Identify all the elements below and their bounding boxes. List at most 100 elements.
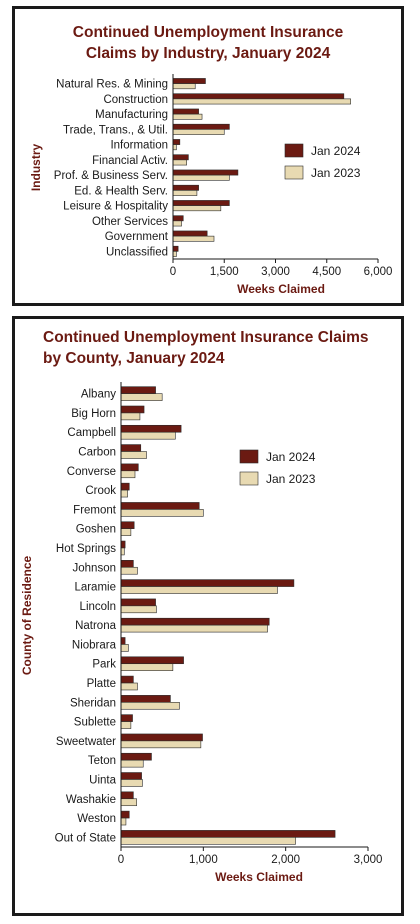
bar-laramie-jan-2023 (120, 586, 278, 594)
bar-johnson-jan-2024 (120, 560, 134, 568)
bar-ed-health-serv-jan-2024 (172, 184, 199, 191)
category-label: Natrona (75, 620, 117, 632)
bar-carbon-jan-2024 (120, 444, 142, 452)
category-label: Carbon (78, 447, 116, 459)
bar-unclassified-jan-2024 (172, 245, 179, 252)
category-label: Converse (67, 466, 116, 478)
bar-other-services-jan-2023 (172, 220, 182, 227)
category-label: Sublette (74, 717, 116, 729)
bar-prof-business-serv-jan-2024 (172, 169, 239, 176)
legend-label-jan-2023: Jan 2023 (266, 472, 316, 486)
industry-bar-chart: Natural Res. & Mining Construction Manufac… (29, 74, 393, 296)
bar-big-horn-jan-2023 (120, 412, 141, 421)
industry-chart-title: Continued Unemployment Insurance Claims … (15, 22, 401, 64)
bar-trade-trans-util-jan-2023 (172, 129, 225, 135)
category-label: Out of State (55, 832, 116, 844)
bar-natural-res-mining-jan-2024 (172, 78, 206, 84)
bar-lincoln-jan-2023 (120, 605, 157, 614)
bar-teton-jan-2023 (120, 759, 144, 768)
bar-information-jan-2024 (172, 139, 181, 145)
bar-johnson-jan-2023 (120, 566, 138, 575)
bar-goshen-jan-2024 (120, 521, 135, 529)
category-label: Hot Springs (56, 543, 116, 555)
bar-campbell-jan-2024 (120, 424, 182, 433)
category-label: Financial Activ. (92, 155, 168, 167)
bar-out-of-state-jan-2024 (120, 830, 336, 838)
bar-sweetwater-jan-2023 (120, 740, 202, 749)
industry-title-line-1: Continued Unemployment Insurance (72, 24, 344, 41)
category-label: Laramie (74, 582, 116, 594)
category-label: Trade, Trans., & Util. (63, 124, 168, 136)
category-label: Government (105, 231, 169, 243)
county-title-line-1: Continued Unemployment Insurance Claims (43, 329, 369, 346)
category-label: Platte (87, 678, 116, 690)
bar-goshen-jan-2023 (120, 528, 132, 536)
bar-uinta-jan-2024 (120, 772, 142, 780)
bar-sheridan-jan-2024 (120, 695, 171, 703)
bar-unclassified-jan-2023 (172, 251, 177, 257)
bar-fremont-jan-2024 (120, 502, 200, 510)
bar-lincoln-jan-2024 (120, 598, 156, 607)
bar-weston-jan-2023 (120, 817, 127, 826)
bar-park-jan-2023 (120, 663, 174, 671)
bar-teton-jan-2024 (120, 752, 152, 761)
county-bar-chart: Albany Big Horn Campbell Carbon Converse Croo… (20, 382, 383, 884)
bar-government-jan-2024 (172, 230, 208, 237)
bar-financial-activ-jan-2023 (172, 159, 187, 166)
category-label: Other Services (92, 216, 168, 228)
category-label: Johnson (73, 562, 116, 574)
industry-chart-panel: Continued Unemployment Insurance Claims … (12, 6, 404, 306)
category-label: Albany (81, 389, 116, 401)
bar-natrona-jan-2024 (120, 617, 270, 626)
bar-sweetwater-jan-2024 (120, 733, 203, 742)
bar-construction-jan-2024 (172, 93, 345, 100)
category-label: Fremont (73, 504, 117, 516)
category-label: Manufacturing (95, 109, 168, 121)
bar-campbell-jan-2023 (120, 431, 176, 440)
county-chart-title: Continued Unemployment Insurance Claims … (15, 327, 401, 369)
bar-other-services-jan-2024 (172, 215, 184, 222)
y-axis-title: County of Residence (20, 556, 34, 676)
category-label: Park (92, 659, 116, 671)
category-label: Information (110, 140, 168, 152)
category-label: Washakie (66, 794, 116, 806)
x-tick-label: 3,000 (261, 266, 290, 278)
legend-label-jan-2024: Jan 2024 (266, 450, 316, 464)
bar-albany-jan-2023 (120, 393, 163, 401)
category-label: Goshen (76, 524, 116, 536)
category-label: Sheridan (70, 697, 116, 709)
bar-crook-jan-2023 (120, 489, 128, 498)
bar-trade-trans-util-jan-2024 (172, 123, 230, 130)
bar-ed-health-serv-jan-2023 (172, 190, 198, 196)
bar-weston-jan-2024 (120, 810, 130, 819)
bar-platte-jan-2024 (120, 675, 134, 684)
legend-swatch-jan-2023 (239, 471, 259, 486)
category-label: Teton (88, 755, 116, 767)
bar-laramie-jan-2024 (120, 579, 295, 587)
category-label: Campbell (67, 427, 116, 439)
bar-government-jan-2023 (172, 235, 215, 242)
legend-label-jan-2024: Jan 2024 (311, 144, 361, 158)
x-tick-label: 3,000 (354, 854, 383, 866)
x-tick-label: 1,500 (210, 266, 239, 278)
legend-swatch-jan-2023 (284, 165, 304, 180)
bar-niobrara-jan-2023 (120, 644, 129, 652)
category-label: Prof. & Business Serv. (54, 170, 168, 182)
bar-out-of-state-jan-2023 (120, 837, 296, 845)
legend-label-jan-2023: Jan 2023 (311, 166, 361, 180)
bar-platte-jan-2023 (120, 682, 138, 691)
county-chart-panel: Continued Unemployment Insurance Claims … (12, 316, 404, 916)
x-tick-label: 6,000 (364, 266, 393, 278)
bar-uinta-jan-2023 (120, 779, 143, 787)
bar-manufacturing-jan-2023 (172, 113, 203, 120)
bar-sublette-jan-2023 (120, 721, 132, 729)
x-tick-label: 0 (170, 266, 176, 278)
y-axis-title: Industry (29, 144, 43, 192)
category-label: Construction (103, 94, 168, 106)
category-label: Niobrara (72, 639, 117, 651)
industry-title-line-2: Claims by Industry, January 2024 (85, 45, 331, 62)
x-axis-title: Weeks Claimed (237, 282, 325, 296)
bar-carbon-jan-2023 (120, 451, 147, 459)
x-tick-label: 0 (118, 854, 124, 866)
bar-converse-jan-2023 (120, 470, 136, 479)
